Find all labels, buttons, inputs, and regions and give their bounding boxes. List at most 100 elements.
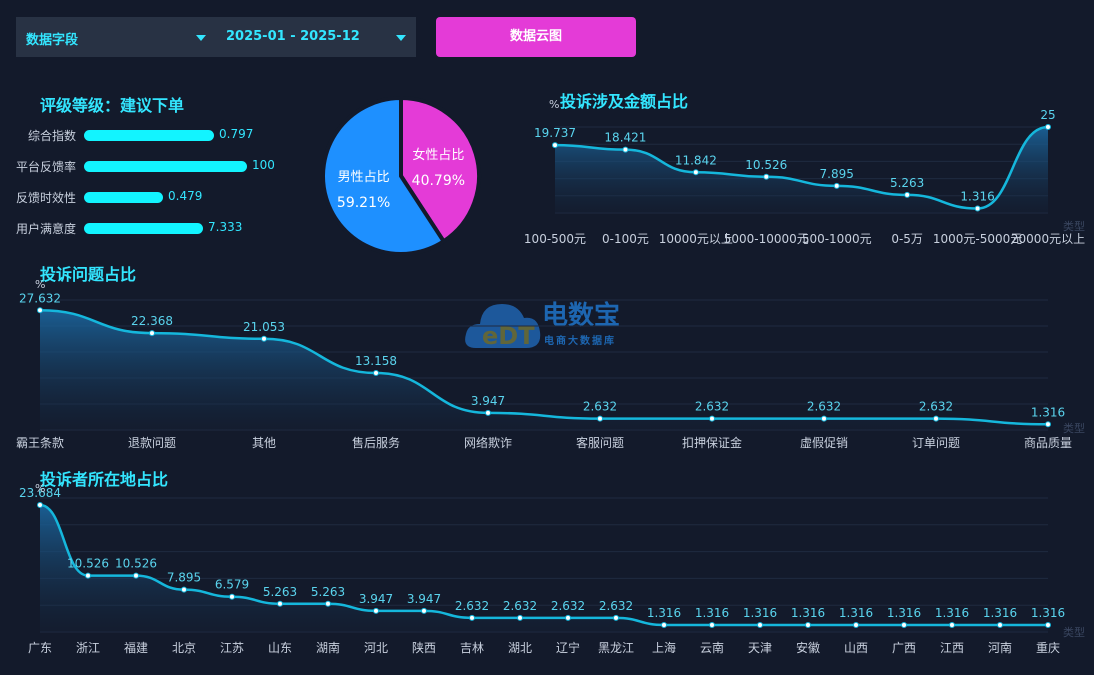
- rating-value: 100: [252, 158, 275, 172]
- x-tick-label: 其他: [252, 436, 276, 450]
- x-tick-label: 安徽: [796, 640, 820, 655]
- rating-bar: [84, 223, 203, 234]
- data-label: 19.737: [534, 126, 576, 140]
- data-label: 2.632: [551, 599, 585, 613]
- x-tick-label: 退款问题: [128, 436, 176, 450]
- x-tick-label: 天津: [748, 641, 772, 655]
- data-label: 5.263: [311, 585, 345, 599]
- series-line: [39, 503, 1048, 627]
- data-point: [277, 600, 283, 607]
- rating-label: 反馈时效性: [15, 191, 76, 205]
- data-label: 10.526: [67, 557, 109, 571]
- data-point: [421, 607, 427, 614]
- data-point: [373, 607, 379, 614]
- data-label: 13.158: [355, 354, 397, 368]
- data-point: [692, 169, 699, 176]
- x-tick-label: 吉林: [460, 641, 484, 655]
- data-label: 7.895: [167, 571, 201, 585]
- pie-slice-label: 59.21%: [337, 195, 390, 211]
- data-point: [763, 173, 770, 180]
- x-tick-label: 0-5万: [891, 232, 923, 246]
- data-point: [469, 614, 475, 621]
- data-point: [833, 182, 840, 189]
- x-tick-label: 10000元以上: [659, 232, 733, 246]
- data-label: 2.632: [583, 400, 617, 414]
- data-point: [805, 621, 811, 628]
- data-label: 5.263: [263, 585, 297, 599]
- chevron-down-icon: [196, 35, 206, 41]
- series-area: [40, 505, 1048, 632]
- x-tick-label: 5000-10000元: [724, 232, 809, 246]
- date-range-select[interactable]: 2025-01 - 2025-12: [216, 17, 416, 57]
- data-point: [485, 409, 491, 416]
- data-point: [974, 205, 981, 212]
- x-tick-label: 河南: [988, 640, 1012, 655]
- data-point: [613, 614, 619, 621]
- data-label: 2.632: [503, 599, 537, 613]
- y-axis-unit: %: [549, 98, 559, 111]
- x-tick-label: 山东: [268, 641, 292, 655]
- x-tick-label: 福建: [124, 640, 148, 655]
- data-label: 1.316: [647, 606, 681, 620]
- x-tick-label: 北京: [172, 641, 196, 655]
- data-label: 2.632: [695, 400, 729, 414]
- x-tick-label: 网络欺诈: [464, 435, 512, 450]
- pie-slice-name: 女性占比: [412, 147, 464, 163]
- data-point: [709, 415, 715, 422]
- x-tick-label: 1000元-5000元: [933, 232, 1022, 246]
- x-tick-label: 黑龙江: [598, 641, 634, 655]
- data-label: 1.316: [960, 189, 994, 203]
- data-point: [181, 586, 187, 593]
- data-label: 27.632: [19, 291, 61, 305]
- data-point: [901, 621, 907, 628]
- data-point: [517, 614, 523, 621]
- data-label: 1.316: [791, 606, 825, 620]
- data-point: [1045, 621, 1051, 628]
- data-point: [904, 191, 911, 198]
- data-label: 3.947: [407, 592, 441, 606]
- data-point: [229, 593, 235, 600]
- data-label: 21.053: [243, 320, 285, 334]
- x-tick-label: 云南: [700, 640, 724, 655]
- y-axis-unit: %: [35, 482, 45, 495]
- data-cloud-button[interactable]: 数据云图: [436, 17, 636, 57]
- x-tick-label: 江西: [940, 641, 964, 655]
- x-tick-label: 江苏: [220, 641, 244, 655]
- x-tick-label: 0-100元: [602, 232, 649, 246]
- data-point: [37, 502, 43, 509]
- data-point: [853, 621, 859, 628]
- x-tick-label: 客服问题: [576, 435, 624, 450]
- rating-label: 平台反馈率: [15, 160, 76, 174]
- data-point: [1045, 421, 1051, 428]
- series-line: [39, 309, 1049, 426]
- x-tick-label: 售后服务: [352, 435, 400, 450]
- x-tick-label: 20000元以上: [1011, 232, 1085, 246]
- rating-bar: [84, 130, 214, 141]
- field-select[interactable]: 数据字段: [16, 17, 216, 57]
- field-select-value: 数据字段: [26, 33, 79, 48]
- data-point: [37, 307, 43, 314]
- data-label: 23.684: [19, 486, 61, 500]
- data-point: [997, 621, 1003, 628]
- data-label: 2.632: [599, 599, 633, 613]
- x-tick-label: 500-1000元: [802, 232, 872, 246]
- data-point: [622, 146, 629, 153]
- data-label: 3.947: [359, 592, 393, 606]
- rating-value: 0.797: [219, 127, 254, 141]
- filter-bar: 数据字段 2025-01 - 2025-12: [16, 17, 416, 57]
- x-tick-label: 订单问题: [912, 436, 960, 450]
- data-point: [709, 621, 715, 628]
- series-area: [40, 310, 1048, 430]
- data-point: [149, 330, 155, 337]
- chevron-down-icon: [396, 35, 406, 41]
- data-point: [661, 621, 667, 628]
- x-tick-label: 扣押保证金: [682, 435, 742, 450]
- x-tick-label: 浙江: [76, 641, 100, 655]
- data-point: [85, 572, 91, 579]
- x-tick-label: 商品质量: [1024, 435, 1072, 450]
- x-tick-label: 广东: [28, 641, 52, 655]
- rating-bar: [84, 192, 163, 203]
- pie-slice: [321, 95, 447, 256]
- x-tick-label: 霸王条款: [16, 436, 64, 450]
